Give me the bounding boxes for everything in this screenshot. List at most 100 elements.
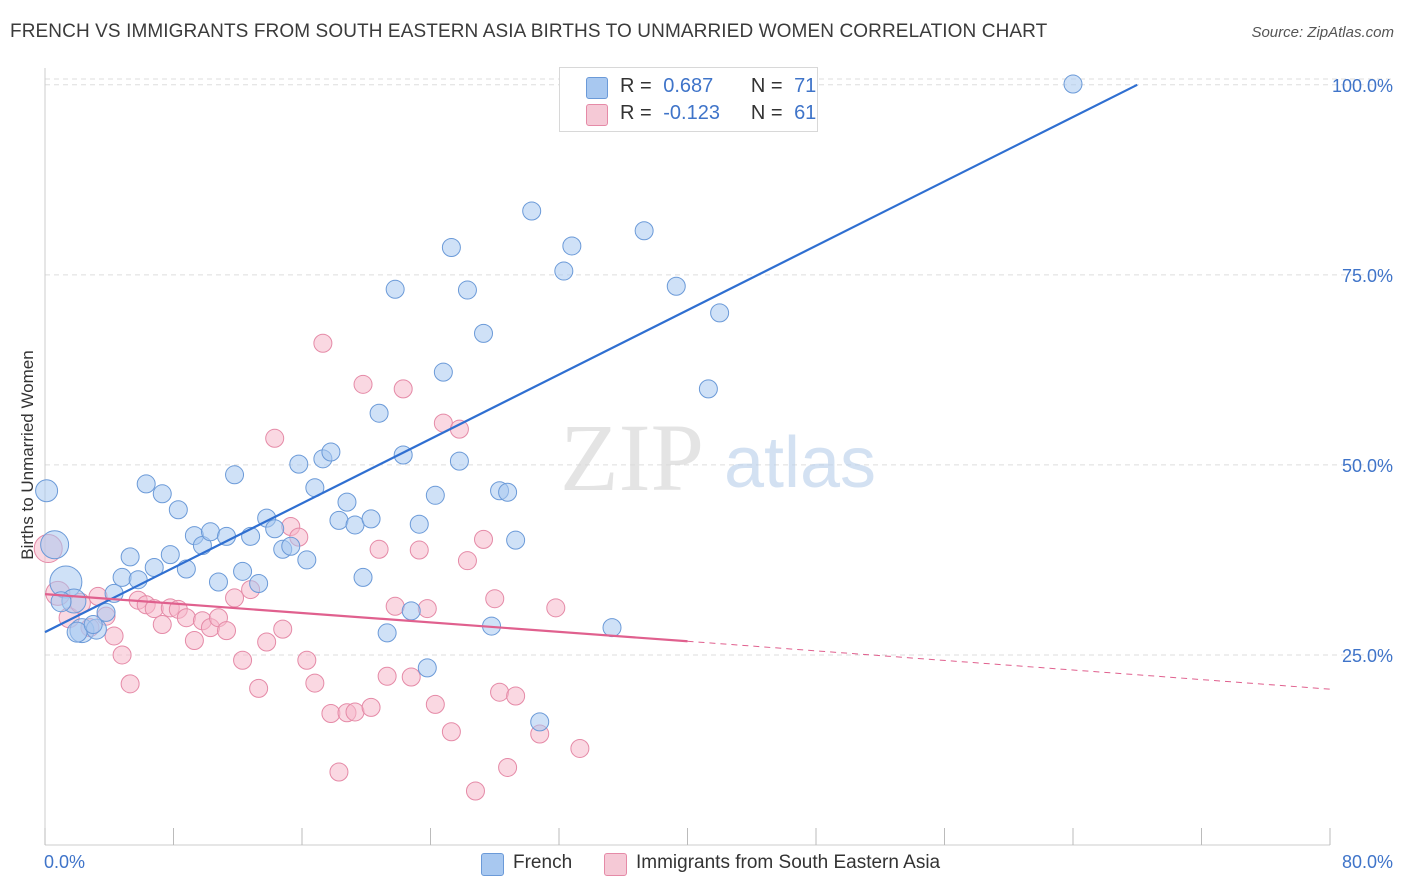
french-point [666, 276, 686, 296]
french-point [562, 236, 582, 256]
sea-point [401, 667, 421, 687]
sea-point [273, 619, 293, 639]
sea-point [570, 738, 590, 758]
sea-point [176, 608, 196, 628]
french-point [176, 559, 196, 579]
source-label: Source: ZipAtlas.com [1251, 24, 1394, 41]
french-point [530, 712, 550, 732]
french-point [401, 601, 421, 621]
french-point [217, 526, 237, 546]
sea-point [233, 650, 253, 670]
sea-point [369, 539, 389, 559]
watermark: ZIP atlas [560, 404, 876, 511]
y-axis-label: Births to Unmarried Women [18, 350, 37, 560]
sea-trend-line-extension [687, 640, 1331, 690]
french-point [369, 403, 389, 423]
sea-point [249, 678, 269, 698]
y-tick-labels: 25.0% 50.0% 75.0% 100.0% [1332, 76, 1393, 666]
sea-point [353, 374, 373, 394]
french-point [265, 519, 285, 539]
legend-swatch-french [586, 77, 608, 99]
watermark-zip: ZIP [560, 404, 704, 511]
sea-point [152, 615, 172, 635]
sea-point [490, 682, 510, 702]
french-point [353, 567, 373, 587]
french-point [602, 618, 622, 638]
sea-point [217, 621, 237, 641]
french-point [377, 623, 397, 643]
french-point [498, 482, 518, 502]
french-point [441, 237, 461, 257]
sea-point [104, 626, 124, 646]
sea-point [546, 598, 566, 618]
sea-point [313, 333, 333, 353]
legend-swatch-french [481, 853, 504, 876]
sea-point [485, 589, 505, 609]
french-point [321, 442, 341, 462]
legend-label-sea: Immigrants from South Eastern Asia [636, 852, 941, 873]
sea-point [449, 419, 469, 439]
french-point [710, 303, 730, 323]
french-point [554, 261, 574, 281]
french-point [40, 530, 70, 560]
french-point [233, 561, 253, 581]
french-point [345, 515, 365, 535]
x-tick-label-max: 80.0% [1341, 852, 1393, 872]
french-point [96, 602, 116, 622]
sea-point [417, 599, 437, 619]
french-point [449, 451, 469, 471]
sea-point [393, 379, 413, 399]
sea-point [321, 703, 341, 723]
french-point [83, 615, 103, 635]
watermark-atlas: atlas [724, 423, 876, 503]
french-point [425, 485, 445, 505]
french-point [136, 474, 156, 494]
french-point [506, 530, 526, 550]
sea-point [345, 702, 365, 722]
french-point [474, 323, 494, 343]
french-point [457, 280, 477, 300]
french-point [522, 201, 542, 221]
french-point [409, 514, 429, 534]
y-tick-label: 50.0% [1342, 456, 1393, 476]
french-point [281, 536, 301, 556]
axes [44, 68, 1331, 846]
chart-title: FRENCH VS IMMIGRANTS FROM SOUTH EASTERN … [10, 21, 1048, 42]
sea-point [265, 428, 285, 448]
french-point [634, 221, 654, 241]
french-point [152, 484, 172, 504]
sea-point [474, 529, 494, 549]
french-point [66, 621, 88, 643]
french-point [249, 573, 269, 593]
x-tick-label-min: 0.0% [44, 852, 86, 872]
sea-point [120, 674, 140, 694]
sea-point [506, 686, 526, 706]
french-point [1063, 74, 1083, 94]
legend-r-label: R = [620, 102, 652, 124]
sea-point [441, 722, 461, 742]
legend-swatch-sea [604, 853, 627, 876]
french-point [35, 479, 59, 503]
y-tick-label: 100.0% [1332, 76, 1393, 96]
french-point [200, 522, 220, 542]
sea-point [409, 540, 429, 560]
trend-lines [44, 83, 1331, 690]
legend-r-label: R = [620, 75, 652, 97]
sea-point [425, 694, 445, 714]
french-point [329, 510, 349, 530]
sea-point [377, 666, 397, 686]
legend-swatch-sea [586, 104, 608, 126]
french-point [385, 279, 405, 299]
correlation-legend: R = 0.687 N = 71 R = -0.123 N = 61 [559, 67, 818, 132]
legend-n-value-french: 71 [794, 75, 817, 97]
sea-point [305, 673, 325, 693]
sea-point [329, 762, 349, 782]
sea-point [361, 697, 381, 717]
sea-point [498, 757, 518, 777]
french-point [337, 492, 357, 512]
sea-trend-line [44, 593, 688, 643]
sea-point [225, 588, 245, 608]
series-sea-points [33, 333, 590, 801]
legend-r-value-sea: -0.123 [663, 102, 720, 124]
